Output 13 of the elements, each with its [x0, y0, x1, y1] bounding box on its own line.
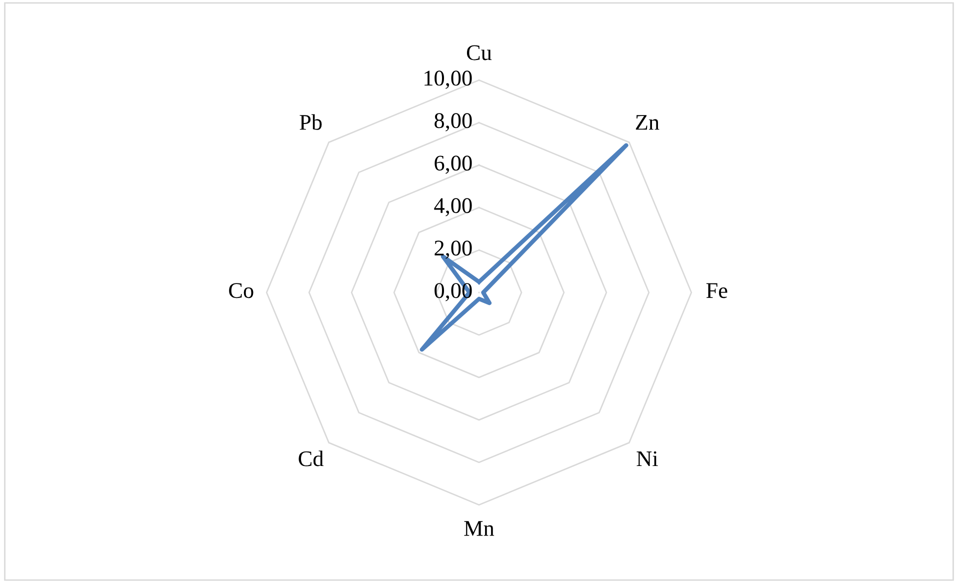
- spoke-label: Mn: [464, 521, 494, 536]
- spoke-label: Fe: [706, 283, 728, 298]
- y-tick-label: 8,00: [434, 113, 472, 132]
- spoke-label: Pb: [300, 114, 322, 130]
- y-tick-label: 10,00: [424, 70, 472, 89]
- y-tick-label: 2,00: [434, 240, 472, 259]
- spoke-label: Co: [229, 283, 254, 298]
- spoke-label: Cu: [466, 45, 492, 60]
- spoke-label: Zn: [636, 115, 660, 130]
- spoke-label: Cd: [298, 450, 324, 466]
- spoke-label: Ni: [636, 451, 658, 466]
- y-tick-label: 6,00: [434, 156, 472, 174]
- y-tick-label: 4,00: [434, 198, 472, 216]
